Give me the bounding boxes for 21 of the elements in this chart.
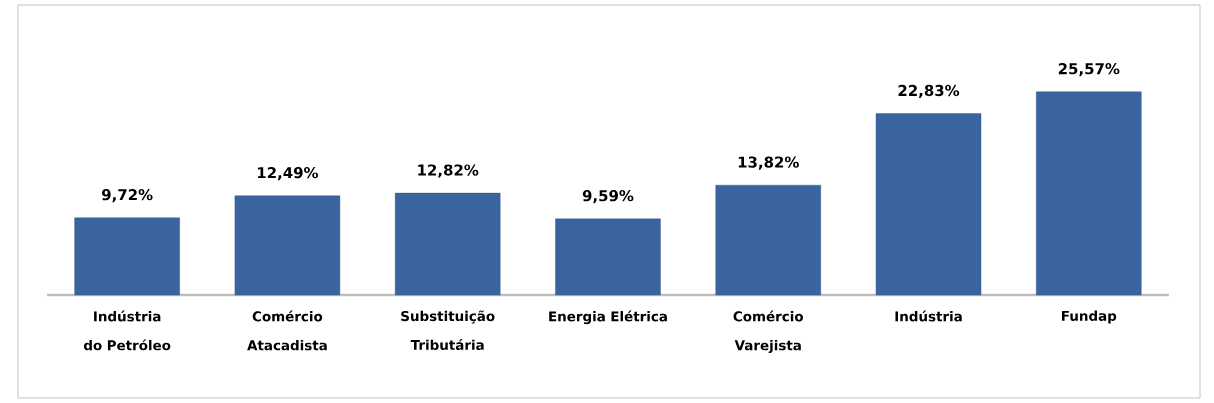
data-label: 25,57% [1058,63,1120,77]
category-label: Comércio Varejista [733,310,804,354]
bar [715,184,821,296]
x-tick-label: Substituição Tributária [401,310,495,351]
bar [234,195,341,296]
bar [394,192,501,296]
bar [555,218,661,296]
data-label: 13,82% [738,156,799,170]
x-tick-label: Energia Elétrica [549,310,667,325]
category-label: Comércio Atacadista [247,310,327,351]
data-label: 9,59% [582,190,634,204]
bar [74,217,180,296]
data-label: 9,72% [101,189,153,203]
bar [875,113,982,296]
data-label: 12,49% [257,167,319,181]
category-label: Indústria do Petróleo [83,310,171,351]
x-tick-label: Indústria [895,310,962,322]
data-label: 12,82% [418,164,479,178]
bar [1036,91,1142,296]
data-label: 22,83% [898,84,960,99]
x-tick-label: Fundap [1062,310,1117,324]
